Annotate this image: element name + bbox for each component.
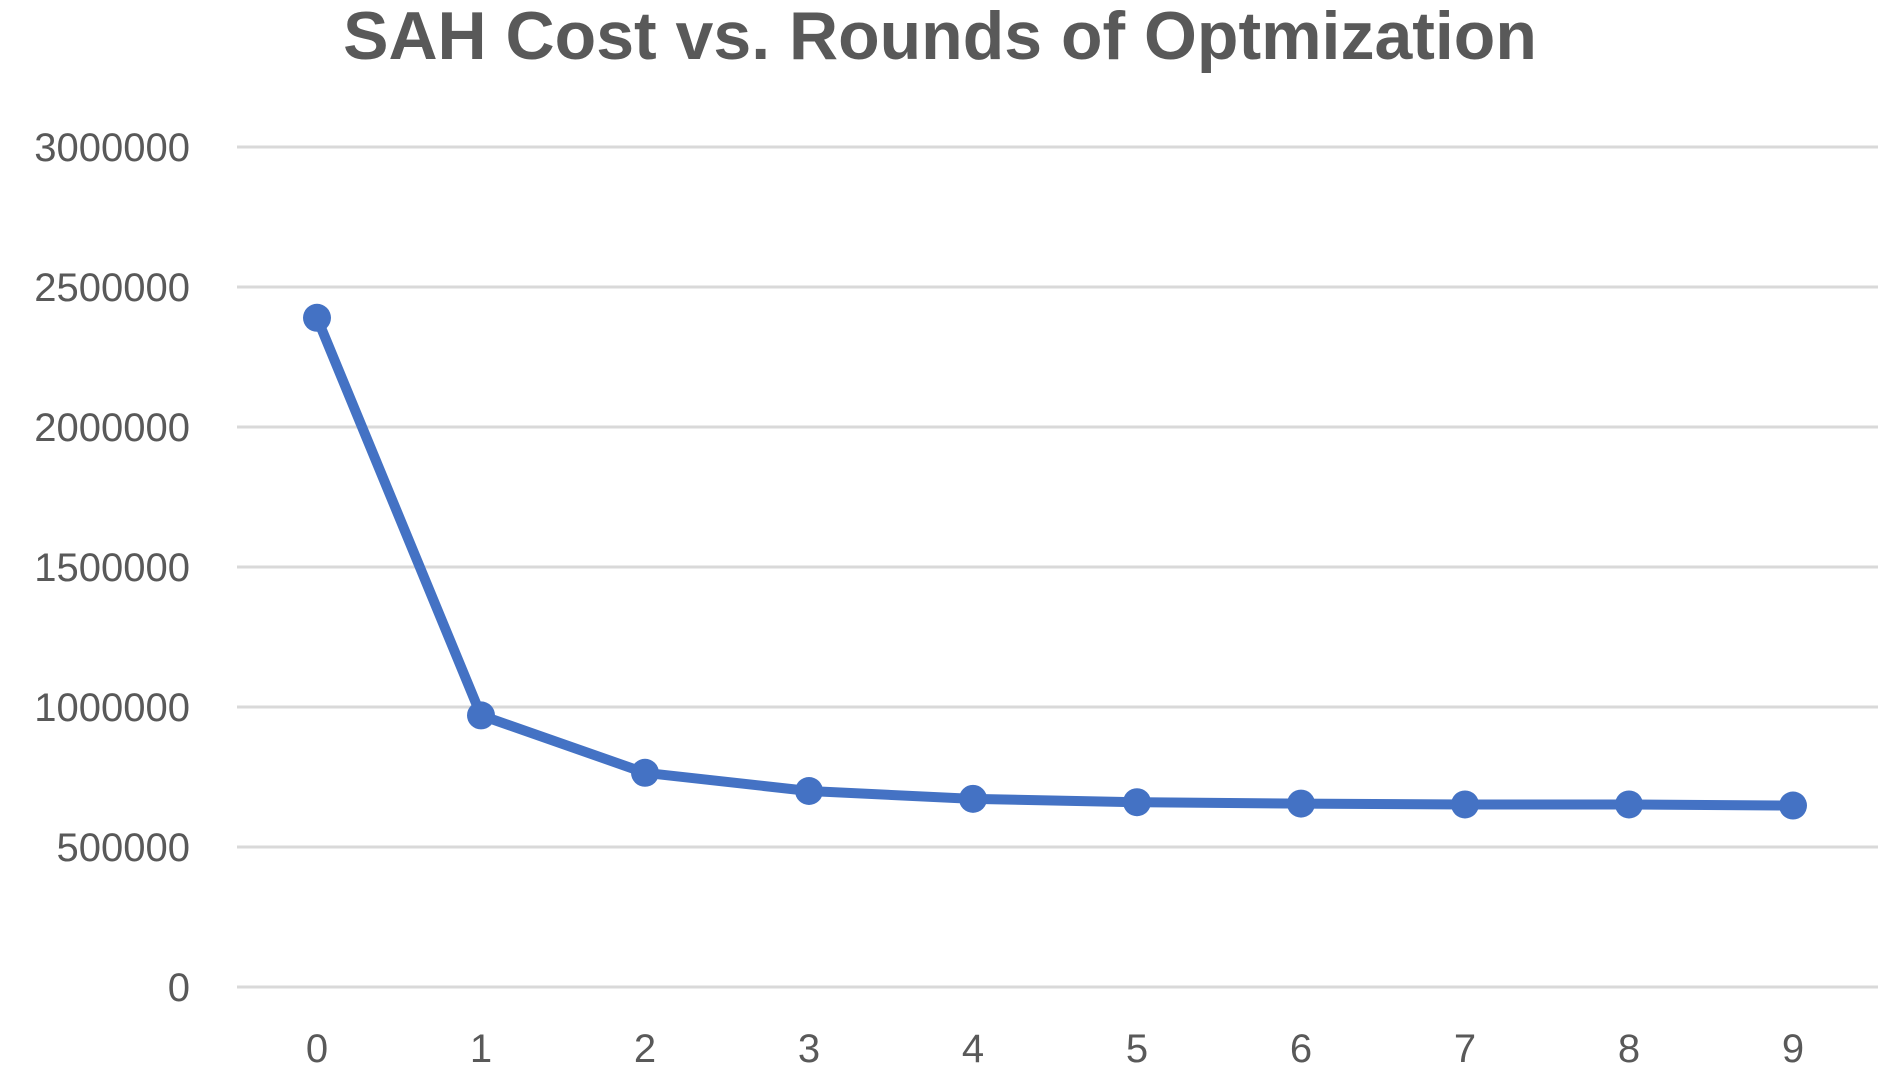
x-tick-label: 6 — [1290, 1027, 1312, 1071]
x-tick-label: 0 — [306, 1027, 328, 1071]
y-tick-label: 3000000 — [34, 126, 190, 170]
data-point — [1287, 789, 1315, 818]
gridlines — [237, 145, 1878, 989]
x-tick-label: 1 — [470, 1027, 492, 1071]
y-tick-label: 2000000 — [34, 406, 190, 450]
chart-title: SAH Cost vs. Rounds of Optmization — [343, 0, 1537, 74]
data-point — [467, 701, 495, 730]
x-tick-label: 9 — [1782, 1027, 1804, 1071]
y-tick-label: 0 — [168, 966, 190, 1010]
x-axis-tick-labels: 0 1 2 3 4 5 6 7 8 9 — [306, 1027, 1804, 1071]
data-point — [1123, 788, 1151, 817]
data-point — [303, 303, 331, 332]
x-tick-label: 4 — [962, 1027, 984, 1071]
y-tick-label: 1000000 — [34, 686, 190, 730]
data-point — [1451, 790, 1479, 819]
series-line — [312, 312, 1798, 811]
data-point — [631, 758, 659, 787]
data-point — [1779, 791, 1807, 820]
y-axis-tick-labels: 0 500000 1000000 1500000 2000000 2500000 30000… — [34, 126, 190, 1010]
y-tick-label: 2500000 — [34, 266, 190, 310]
series-layer — [303, 303, 1807, 820]
x-tick-label: 7 — [1454, 1027, 1476, 1071]
x-tick-label: 8 — [1618, 1027, 1640, 1071]
y-tick-label: 500000 — [57, 826, 190, 870]
data-point — [959, 784, 987, 813]
x-tick-label: 2 — [634, 1027, 656, 1071]
data-point — [1615, 790, 1643, 819]
x-tick-label: 5 — [1126, 1027, 1148, 1071]
data-point — [795, 777, 823, 805]
y-tick-label: 1500000 — [34, 546, 190, 590]
x-tick-label: 3 — [798, 1027, 820, 1071]
